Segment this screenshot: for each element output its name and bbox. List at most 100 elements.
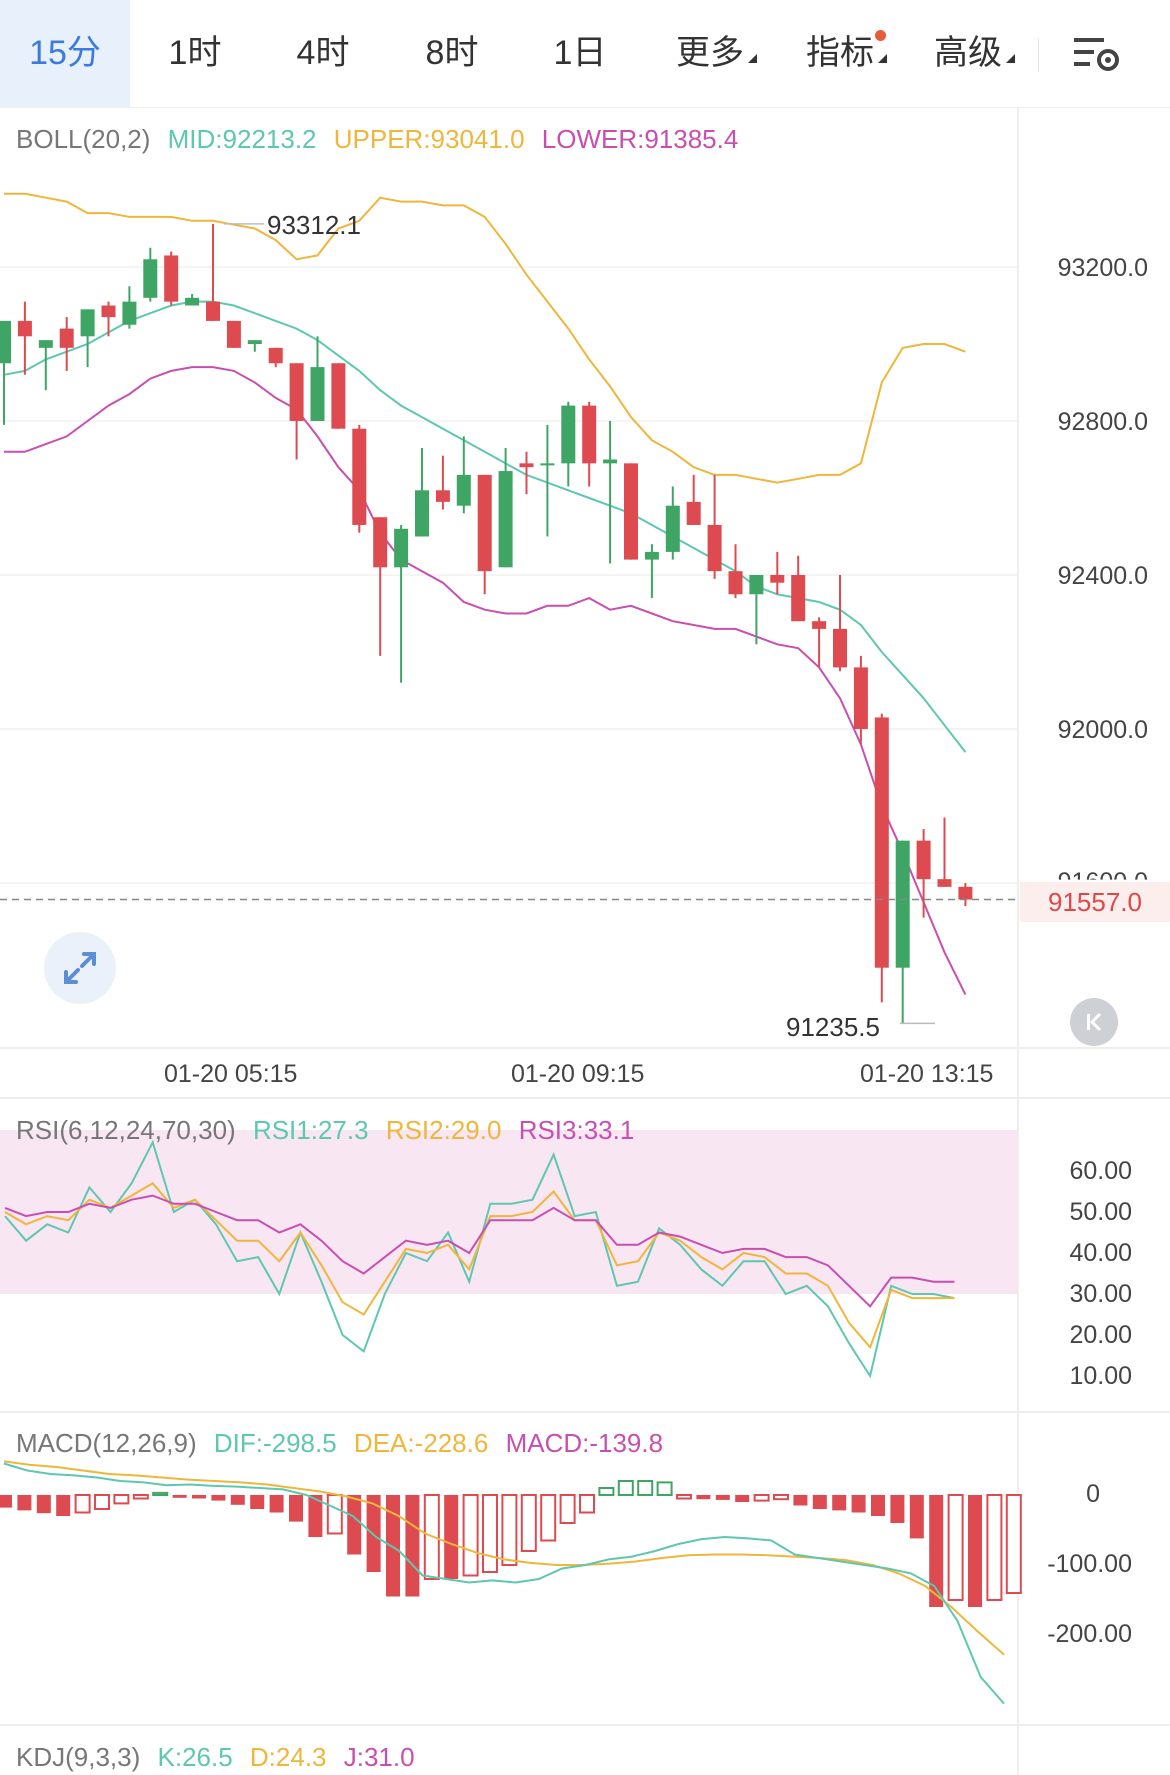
candle-up [498,471,513,568]
kdj-k-value: K:26.5 [157,1742,233,1772]
candle-up [540,463,555,466]
macd-value: MACD:-139.8 [505,1428,664,1458]
macd-histogram-bar [36,1495,51,1514]
tab-indicators[interactable]: 指标 [790,0,890,107]
dea-line [3,1460,1005,1656]
kdj-d-value: D:24.3 [249,1742,327,1772]
macd-histogram-bar [735,1495,750,1502]
timeframe-toolbar: 15分 1时 4时 8时 1日 更多 指标 高级 [0,0,1170,108]
kdj-title: KDJ(9,3,3) [16,1742,141,1772]
rsi-axis-tick: 50.00 [1069,1198,1132,1226]
macd-histogram-bar [113,1494,130,1505]
tab-1h[interactable]: 1时 [168,34,222,72]
candle-down [624,463,638,560]
price-axis-tick: 92400.0 [1057,562,1148,590]
scroll-to-latest-button[interactable] [1070,998,1118,1046]
boll-lower-line [4,366,967,996]
macd-histogram-bar [482,1494,498,1573]
rsi-band [0,1130,1018,1294]
candle-up [185,297,200,306]
macd-histogram-bar [968,1495,982,1607]
macd-histogram-bar [386,1495,400,1597]
candle-up [415,490,429,537]
macd-histogram-bar [520,1494,537,1552]
price-axis-tick: 92800.0 [1057,408,1148,436]
kdj-j-value: J:31.0 [343,1742,415,1772]
macd-histogram-bar [17,1495,32,1511]
macd-histogram-bar [851,1495,866,1513]
macd-axis-tick: -200.00 [1047,1620,1132,1648]
tab-more[interactable]: 更多 [660,0,760,107]
candle-down [916,840,931,880]
macd-histogram-bar [753,1494,770,1502]
macd-histogram-bar [56,1495,71,1516]
tab-4h[interactable]: 4时 [296,34,350,72]
macd-histogram-bar [444,1495,459,1579]
candle-down [373,517,388,568]
candle-down [226,320,241,348]
kdj-legend: KDJ(9,3,3) K:26.5 D:24.3 J:31.0 [16,1742,425,1773]
tab-1d[interactable]: 1日 [553,34,607,72]
candle-down [937,879,952,887]
candle-down [17,320,32,337]
fullscreen-button[interactable] [44,932,116,1004]
macd-histogram-bar [598,1487,615,1496]
candle-down [874,717,889,968]
dif-line [3,1462,1005,1705]
rsi-axis-tick: 20.00 [1069,1321,1132,1349]
tab-15m[interactable]: 15分 [0,0,130,107]
candle-down [331,363,346,429]
macd-histogram-bar [152,1491,169,1497]
candle-up [394,528,409,568]
macd-histogram-bar [326,1494,343,1535]
rsi-title: RSI(6,12,24,70,30) [16,1115,236,1145]
dea-value: DEA:-228.6 [353,1428,489,1458]
tab-advanced[interactable]: 高级 [918,0,1018,107]
macd-histogram-bar [579,1494,595,1514]
candle-down [435,490,450,502]
tab-indicators-label: 指标 [806,34,874,72]
tab-8h[interactable]: 8时 [425,34,479,72]
rsi1-value: RSI1:27.3 [252,1115,369,1145]
candle-down [853,667,868,729]
high-price-label: 93312.1 [267,210,361,240]
rsi-axis-tick: 10.00 [1069,1362,1132,1390]
rsi-legend: RSI(6,12,24,70,30) RSI1:27.3 RSI2:29.0 R… [16,1115,644,1146]
candle-down [812,621,827,629]
jump-to-latest-icon [1087,1012,1102,1032]
macd-histogram-bar [715,1495,730,1500]
macd-histogram-bar [773,1494,789,1501]
chart-settings-button[interactable] [1070,32,1130,78]
candle-down [289,363,304,421]
macd-histogram-bar [1005,1494,1022,1594]
macd-histogram-bar [289,1495,303,1522]
candle-down [958,886,973,900]
macd-histogram-bar [172,1495,187,1498]
candle-up [895,840,910,968]
price-axis-tick: 93200.0 [1057,254,1148,282]
macd-histogram-bar [211,1495,226,1501]
candle-up [644,551,659,560]
macd-legend: MACD(12,26,9) DIF:-298.5 DEA:-228.6 MACD… [16,1428,673,1459]
expand-icon [64,952,96,984]
candle-down [686,501,701,525]
candle-up [603,459,618,464]
dropdown-arrow-icon [878,54,887,63]
candle-down [707,524,722,572]
boll-legend: BOLL(20,2) MID:92213.2 UPPER:93041.0 LOW… [16,124,748,155]
dropdown-arrow-icon [748,54,757,63]
macd-histogram-bar [793,1495,808,1506]
macd-histogram-bar [405,1495,420,1597]
candle-down [477,474,492,572]
candle-up [456,474,471,506]
macd-title: MACD(12,26,9) [16,1428,197,1458]
notification-dot-icon [875,30,886,41]
tab-more-label: 更多 [676,34,744,72]
rsi-axis-tick: 60.00 [1069,1157,1132,1185]
macd-histogram-bar [929,1495,944,1607]
candle-down [268,347,283,364]
rsi2-line [4,1182,955,1350]
macd-histogram-bar [308,1495,323,1537]
time-axis-tick: 01-20 13:15 [860,1060,994,1088]
